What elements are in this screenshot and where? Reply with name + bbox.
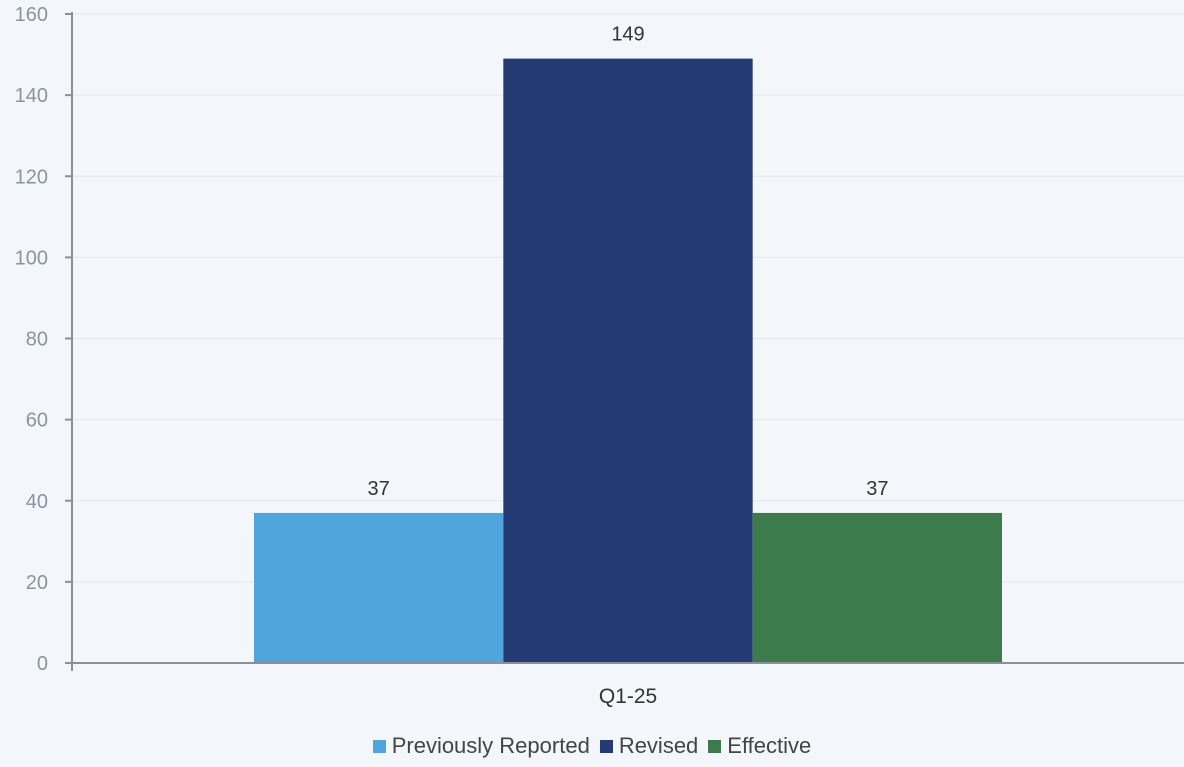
x-category-label: Q1-25 bbox=[599, 685, 657, 708]
legend-item: Effective bbox=[708, 733, 811, 759]
legend-label: Previously Reported bbox=[391, 733, 590, 758]
data-label: 37 bbox=[368, 478, 390, 500]
y-tick-label: 20 bbox=[26, 572, 48, 594]
bar-previously-reported bbox=[254, 512, 504, 663]
y-tick-label: 140 bbox=[15, 85, 48, 107]
y-tick-label: 100 bbox=[15, 247, 48, 269]
y-tick-label: 160 bbox=[15, 4, 48, 26]
legend-label: Effective bbox=[727, 733, 812, 758]
x-axis: Q1-25 bbox=[65, 662, 1184, 708]
legend-label: Revised bbox=[618, 733, 699, 758]
legend-item: Previously Reported bbox=[372, 733, 590, 759]
data-labels: 37 149 37 bbox=[368, 24, 889, 500]
bar-revised bbox=[503, 58, 753, 663]
legend-swatch bbox=[599, 739, 613, 753]
legend-item: Revised bbox=[599, 733, 699, 759]
y-tick-label: 0 bbox=[37, 653, 48, 675]
y-axis: 0 20 40 60 80 100 120 140 160 bbox=[15, 4, 73, 675]
data-label: 149 bbox=[611, 24, 644, 46]
y-tick-label: 120 bbox=[15, 166, 48, 188]
y-tick-label: 80 bbox=[26, 329, 48, 351]
y-tick-label: 40 bbox=[26, 491, 48, 513]
legend-swatch bbox=[708, 739, 722, 753]
bars bbox=[254, 58, 1002, 663]
legend: Previously Reported Revised Effective bbox=[0, 733, 1184, 759]
bar-effective bbox=[752, 512, 1002, 663]
y-tick-label: 60 bbox=[26, 410, 48, 432]
legend-swatch bbox=[372, 739, 386, 753]
data-label: 37 bbox=[866, 478, 888, 500]
